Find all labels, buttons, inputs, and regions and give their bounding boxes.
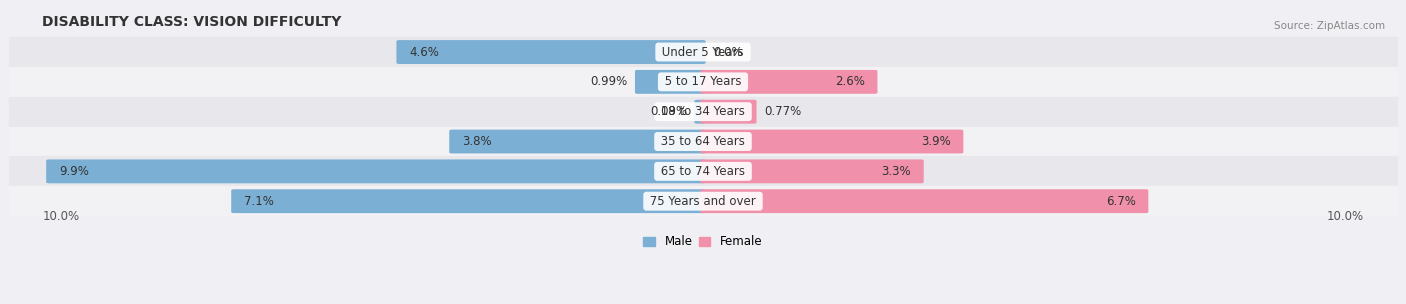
- Text: 75 Years and over: 75 Years and over: [647, 195, 759, 208]
- Bar: [10, 37, 1396, 67]
- Text: 0.77%: 0.77%: [763, 105, 801, 118]
- Bar: [10, 67, 1396, 97]
- FancyBboxPatch shape: [700, 70, 877, 94]
- FancyBboxPatch shape: [695, 100, 706, 124]
- Text: 3.8%: 3.8%: [461, 135, 492, 148]
- Text: 0.0%: 0.0%: [713, 46, 742, 59]
- FancyBboxPatch shape: [700, 189, 1149, 213]
- Text: 6.7%: 6.7%: [1107, 195, 1136, 208]
- Text: 0.99%: 0.99%: [591, 75, 627, 88]
- Text: 10.0%: 10.0%: [1327, 210, 1364, 223]
- Bar: [10, 97, 1396, 126]
- FancyBboxPatch shape: [450, 130, 706, 154]
- FancyBboxPatch shape: [636, 70, 706, 94]
- Text: 35 to 64 Years: 35 to 64 Years: [657, 135, 749, 148]
- Text: 0.09%: 0.09%: [650, 105, 688, 118]
- Text: Source: ZipAtlas.com: Source: ZipAtlas.com: [1274, 21, 1385, 31]
- FancyBboxPatch shape: [396, 40, 706, 64]
- FancyBboxPatch shape: [700, 159, 924, 183]
- FancyBboxPatch shape: [700, 100, 756, 124]
- Text: 5 to 17 Years: 5 to 17 Years: [661, 75, 745, 88]
- Text: DISABILITY CLASS: VISION DIFFICULTY: DISABILITY CLASS: VISION DIFFICULTY: [42, 15, 342, 29]
- Legend: Male, Female: Male, Female: [638, 231, 768, 253]
- Bar: [10, 186, 1396, 216]
- FancyBboxPatch shape: [46, 159, 706, 183]
- Text: 9.9%: 9.9%: [59, 165, 89, 178]
- FancyBboxPatch shape: [231, 189, 706, 213]
- Text: 2.6%: 2.6%: [835, 75, 865, 88]
- Text: 4.6%: 4.6%: [409, 46, 439, 59]
- Bar: [10, 157, 1396, 186]
- Text: 18 to 34 Years: 18 to 34 Years: [657, 105, 749, 118]
- Text: 65 to 74 Years: 65 to 74 Years: [657, 165, 749, 178]
- FancyBboxPatch shape: [700, 130, 963, 154]
- Text: 3.3%: 3.3%: [882, 165, 911, 178]
- Text: 10.0%: 10.0%: [42, 210, 79, 223]
- Text: 7.1%: 7.1%: [243, 195, 274, 208]
- Bar: [10, 126, 1396, 157]
- Text: Under 5 Years: Under 5 Years: [658, 46, 748, 59]
- Text: 3.9%: 3.9%: [921, 135, 950, 148]
